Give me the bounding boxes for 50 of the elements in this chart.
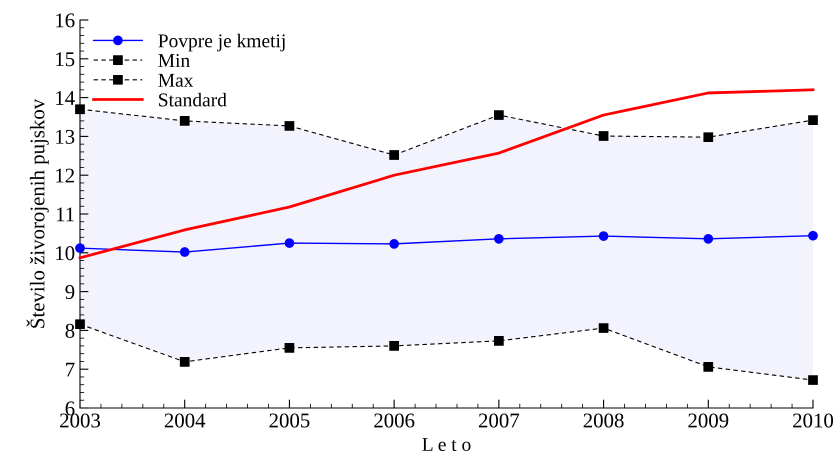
point [75,319,85,330]
x-axis-title: L e t o [422,438,470,451]
y-tick-label: 16 [56,13,75,28]
y-axis-title: Število živorojenih pujskov [26,98,49,328]
x-tick-label: 2003 [60,413,100,428]
point [284,121,294,131]
point [180,356,190,367]
point [703,234,714,244]
legend-label: Standard [159,92,227,107]
point [389,150,400,160]
point [598,323,608,333]
point [808,375,818,385]
point [389,239,400,249]
y-tick-label: 7 [66,362,75,376]
point [389,341,400,351]
y-tick-label: 9 [65,285,74,300]
point [180,247,190,257]
point [703,132,714,142]
y-tick-label: 10 [56,246,74,260]
x-tick-label: 2010 [793,413,834,428]
line-series [78,88,814,260]
point [598,231,608,241]
x-tick-label: 2009 [688,413,728,428]
point [75,104,85,114]
legend-label: Max [158,74,194,87]
x-tick-label: 2005 [270,413,310,428]
legend-label: Povpre je kmetij [158,34,285,52]
point [494,234,504,244]
point [598,131,608,141]
point [180,116,190,126]
y-tick-label: 6 [66,401,75,416]
y-tick-label: 14 [56,91,75,105]
y-tick-label: 15 [56,52,74,66]
y-tick-label: 13 [56,130,74,144]
point [284,343,294,353]
point [75,243,85,254]
point [494,110,504,120]
x-tick-label: 2007 [478,413,520,428]
x-tick-label: 2008 [584,413,624,428]
x-tick-label: 2004 [164,413,206,428]
legend-label: Min [158,54,190,67]
point [703,362,714,372]
y-tick-label: 8 [66,324,74,338]
point [284,238,294,248]
x-tick-label: 2006 [374,413,414,428]
point [494,336,504,346]
y-tick-label: 12 [56,168,74,182]
y-tick-label: 11 [56,207,74,222]
point [808,115,818,125]
point [808,230,818,241]
